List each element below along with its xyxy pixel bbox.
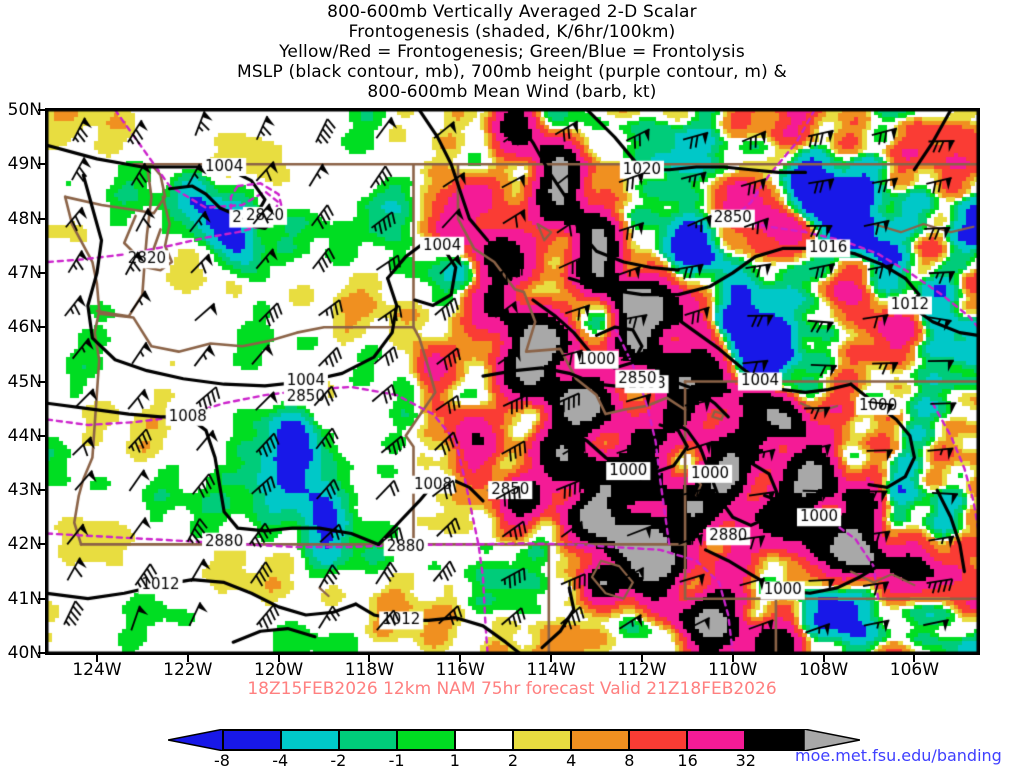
- lon-tick-mark: [459, 655, 462, 662]
- colorbar-segment-8: [688, 731, 746, 749]
- lat-tick-mark: [38, 109, 45, 111]
- chart-title-block: 800-600mb Vertically Averaged 2-D Scalar…: [0, 2, 1024, 102]
- lon-tick-mark: [277, 655, 280, 662]
- colorbar: -8 -4 -2 -1 1 2 4 8 16 32: [168, 729, 860, 770]
- lon-tick-label-108W: 108W: [798, 660, 849, 680]
- colorbar-segment-1: [282, 731, 340, 749]
- colorbar-tick--4: -4: [272, 751, 289, 770]
- lat-tick-mark: [38, 380, 45, 383]
- colorbar-tick-32: 32: [735, 751, 756, 770]
- lon-tick-label-124W: 124W: [72, 660, 122, 680]
- lat-tick-mark: [38, 597, 45, 600]
- map-plot-area[interactable]: [45, 108, 980, 655]
- lon-tick-mark: [550, 655, 553, 662]
- lat-tick-mark: [38, 326, 45, 329]
- lat-tick-label-45N: 45N: [7, 371, 42, 392]
- colorbar-segment-7: [630, 731, 688, 749]
- colorbar-tick--8: -8: [214, 751, 230, 770]
- lat-tick-label-49N: 49N: [7, 154, 42, 175]
- lat-tick-label-43N: 43N: [7, 480, 42, 501]
- title-line-5: 800-600mb Mean Wind (barb, kt): [367, 82, 657, 102]
- lon-tick-label-118W: 118W: [344, 660, 395, 680]
- colorbar-tick-labels: -8 -4 -2 -1 1 2 4 8 16 32: [168, 729, 858, 773]
- forecast-valid-stamp: 18Z15FEB2026 12km NAM 75hr forecast Vali…: [247, 679, 777, 699]
- title-line-2: Frontogenesis (shaded, K/6hr/100km): [348, 22, 676, 42]
- colorbar-tick--2: -2: [330, 751, 347, 770]
- lon-tick-label-120W: 120W: [253, 660, 304, 680]
- colorbar-tick-2: 2: [507, 751, 519, 770]
- colorbar-segment-9: [746, 731, 802, 749]
- lon-tick-mark: [913, 655, 916, 662]
- lat-tick-mark: [38, 271, 45, 274]
- lat-tick-label-42N: 42N: [7, 534, 42, 555]
- title-line-1: 800-600mb Vertically Averaged 2-D Scalar: [327, 2, 697, 22]
- lon-tick-mark: [186, 655, 189, 662]
- lat-tick-mark: [38, 652, 45, 654]
- lat-tick-label-50N: 50N: [7, 100, 42, 120]
- title-line-4: MSLP (black contour, mb), 700mb height (…: [236, 62, 788, 82]
- colorbar-over-arrow: [804, 729, 860, 751]
- lat-tick-label-40N: 40N: [7, 643, 42, 663]
- colorbar-segment-3: [398, 731, 456, 749]
- colorbar-segments: [222, 729, 804, 751]
- lon-tick-label-116W: 116W: [435, 660, 485, 680]
- colorbar-tick-4: 4: [566, 751, 577, 770]
- lat-tick-label-46N: 46N: [7, 317, 42, 338]
- attribution-link[interactable]: moe.met.fsu.edu/banding: [795, 746, 1002, 765]
- colorbar-segment-0: [224, 731, 282, 749]
- lon-tick-mark: [822, 655, 825, 662]
- lon-tick-label-114W: 114W: [526, 660, 576, 680]
- colorbar-tick-8: 8: [624, 751, 635, 770]
- frontogenesis-shaded-field: [47, 110, 978, 653]
- lat-tick-label-47N: 47N: [7, 262, 42, 283]
- lon-tick-mark: [95, 655, 98, 662]
- colorbar-tick-1: 1: [449, 751, 460, 770]
- lon-tick-label-110W: 110W: [708, 660, 758, 680]
- colorbar-segment-5: [514, 731, 572, 749]
- lat-tick-label-44N: 44N: [7, 425, 42, 446]
- colorbar-segment-4: [456, 731, 514, 749]
- colorbar-tick-16: 16: [677, 751, 698, 770]
- title-line-3: Yellow/Red = Frontogenesis; Green/Blue =…: [279, 42, 745, 62]
- colorbar-tick--1: -1: [388, 751, 405, 770]
- lat-tick-mark: [38, 543, 45, 546]
- colorbar-segment-2: [340, 731, 398, 749]
- lat-tick-label-41N: 41N: [7, 588, 42, 609]
- lat-tick-mark: [38, 217, 45, 220]
- lon-tick-label-122W: 122W: [163, 660, 213, 680]
- lon-tick-mark: [640, 655, 643, 662]
- lat-tick-mark: [38, 434, 45, 437]
- lat-tick-mark: [38, 163, 45, 166]
- lon-tick-label-106W: 106W: [889, 660, 940, 680]
- lat-tick-label-48N: 48N: [7, 208, 42, 229]
- colorbar-under-arrow: [168, 729, 224, 751]
- lon-tick-mark: [731, 655, 734, 662]
- lon-tick-mark: [368, 655, 371, 662]
- lon-tick-label-112W: 112W: [617, 660, 667, 680]
- lat-tick-mark: [38, 489, 45, 492]
- colorbar-segment-6: [572, 731, 630, 749]
